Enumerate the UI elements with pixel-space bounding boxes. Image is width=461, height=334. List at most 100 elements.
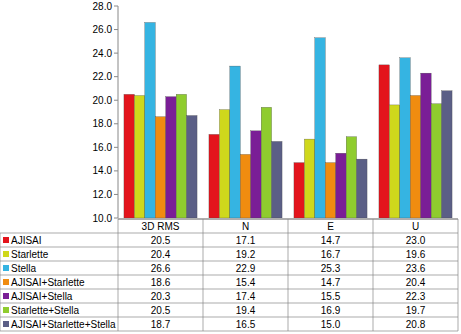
table-line xyxy=(373,219,374,331)
table-value: 18.6 xyxy=(151,277,171,288)
table-line xyxy=(288,219,289,331)
table-value: 18.7 xyxy=(151,319,171,330)
table-value: 14.7 xyxy=(321,277,341,288)
table-line xyxy=(0,317,458,318)
category-label: U xyxy=(412,221,419,232)
y-tick-label: 22.0 xyxy=(93,71,113,82)
category-label: 3D RMS xyxy=(142,221,180,232)
table-line xyxy=(203,219,204,331)
bar xyxy=(176,94,186,218)
table-line xyxy=(0,247,458,248)
table-value: 14.7 xyxy=(321,235,341,246)
bars xyxy=(124,22,452,218)
table-value: 19.7 xyxy=(406,305,426,316)
legend-label: Starlette+Stella xyxy=(11,305,80,316)
bar xyxy=(187,116,197,218)
table-value: 25.3 xyxy=(321,263,341,274)
table-line xyxy=(0,303,458,304)
bar xyxy=(272,141,282,218)
legend-swatch xyxy=(3,237,9,243)
bar xyxy=(410,96,420,218)
chart: 10.012.014.016.018.020.022.024.026.028.0… xyxy=(0,0,461,334)
table-value: 19.6 xyxy=(406,249,426,260)
bar xyxy=(209,134,219,218)
table-value: 16.7 xyxy=(321,249,341,260)
bar xyxy=(251,131,261,218)
legend-label: AJISAI xyxy=(11,235,42,246)
table-value: 15.5 xyxy=(321,291,341,302)
table-line xyxy=(118,219,119,331)
category-label: N xyxy=(242,221,249,232)
bar xyxy=(442,91,452,218)
table-value: 16.9 xyxy=(321,305,341,316)
y-tick xyxy=(114,170,118,171)
table-value: 19.4 xyxy=(236,305,256,316)
table-value: 22.3 xyxy=(406,291,426,302)
legend-swatch xyxy=(3,265,9,271)
legend-swatch xyxy=(3,321,9,327)
bar xyxy=(400,58,410,218)
bar xyxy=(325,163,335,218)
bar xyxy=(230,66,240,218)
table-value: 20.4 xyxy=(151,249,171,260)
table-value: 19.2 xyxy=(236,249,256,260)
table-line xyxy=(458,219,459,331)
table-value: 15.4 xyxy=(236,277,256,288)
bar xyxy=(315,38,325,218)
bar xyxy=(166,97,176,218)
table-value: 16.5 xyxy=(236,319,256,330)
bar xyxy=(421,73,431,218)
table-value: 23.6 xyxy=(406,263,426,274)
bar xyxy=(346,137,356,218)
legend-swatch xyxy=(3,279,9,285)
y-axis xyxy=(118,6,119,218)
y-tick xyxy=(114,6,118,7)
bar xyxy=(389,105,399,218)
y-tick xyxy=(114,53,118,54)
bar xyxy=(336,153,346,218)
bar xyxy=(155,117,165,218)
table-value: 23.0 xyxy=(406,235,426,246)
table-value: 17.4 xyxy=(236,291,256,302)
y-tick-label: 28.0 xyxy=(93,1,113,12)
y-tick xyxy=(114,29,118,30)
legend-label: Stella xyxy=(11,263,36,274)
legend-swatch xyxy=(3,293,9,299)
table-line xyxy=(0,289,458,290)
y-tick-label: 26.0 xyxy=(93,24,113,35)
bar xyxy=(145,22,155,218)
table-value: 15.0 xyxy=(321,319,341,330)
y-tick xyxy=(114,147,118,148)
category-label: E xyxy=(327,221,334,232)
table-value: 20.3 xyxy=(151,291,171,302)
table-value: 26.6 xyxy=(151,263,171,274)
bar xyxy=(134,96,144,218)
legend-swatch xyxy=(3,251,9,257)
bar xyxy=(219,110,229,218)
legend-label: Starlette xyxy=(11,249,49,260)
bar xyxy=(304,139,314,218)
table-line xyxy=(0,275,458,276)
y-tick-label: 14.0 xyxy=(93,165,113,176)
bar xyxy=(294,163,304,218)
table-value: 22.9 xyxy=(236,263,256,274)
y-tick xyxy=(114,218,118,219)
y-tick xyxy=(114,100,118,101)
table-value: 17.1 xyxy=(236,235,256,246)
legend-label: AJISAI+Stella xyxy=(11,291,73,302)
y-tick xyxy=(114,194,118,195)
legend-label: AJISAI+Starlette xyxy=(11,277,85,288)
table-value: 20.5 xyxy=(151,235,171,246)
y-tick-label: 24.0 xyxy=(93,48,113,59)
table-line xyxy=(0,233,1,331)
y-tick-label: 20.0 xyxy=(93,95,113,106)
y-tick-label: 16.0 xyxy=(93,142,113,153)
bar xyxy=(124,94,134,218)
table-value: 20.8 xyxy=(406,319,426,330)
table-value: 20.4 xyxy=(406,277,426,288)
y-tick-label: 12.0 xyxy=(93,189,113,200)
table-line xyxy=(0,331,458,332)
bar xyxy=(357,159,367,218)
table-line xyxy=(0,233,458,234)
bar xyxy=(431,104,441,218)
